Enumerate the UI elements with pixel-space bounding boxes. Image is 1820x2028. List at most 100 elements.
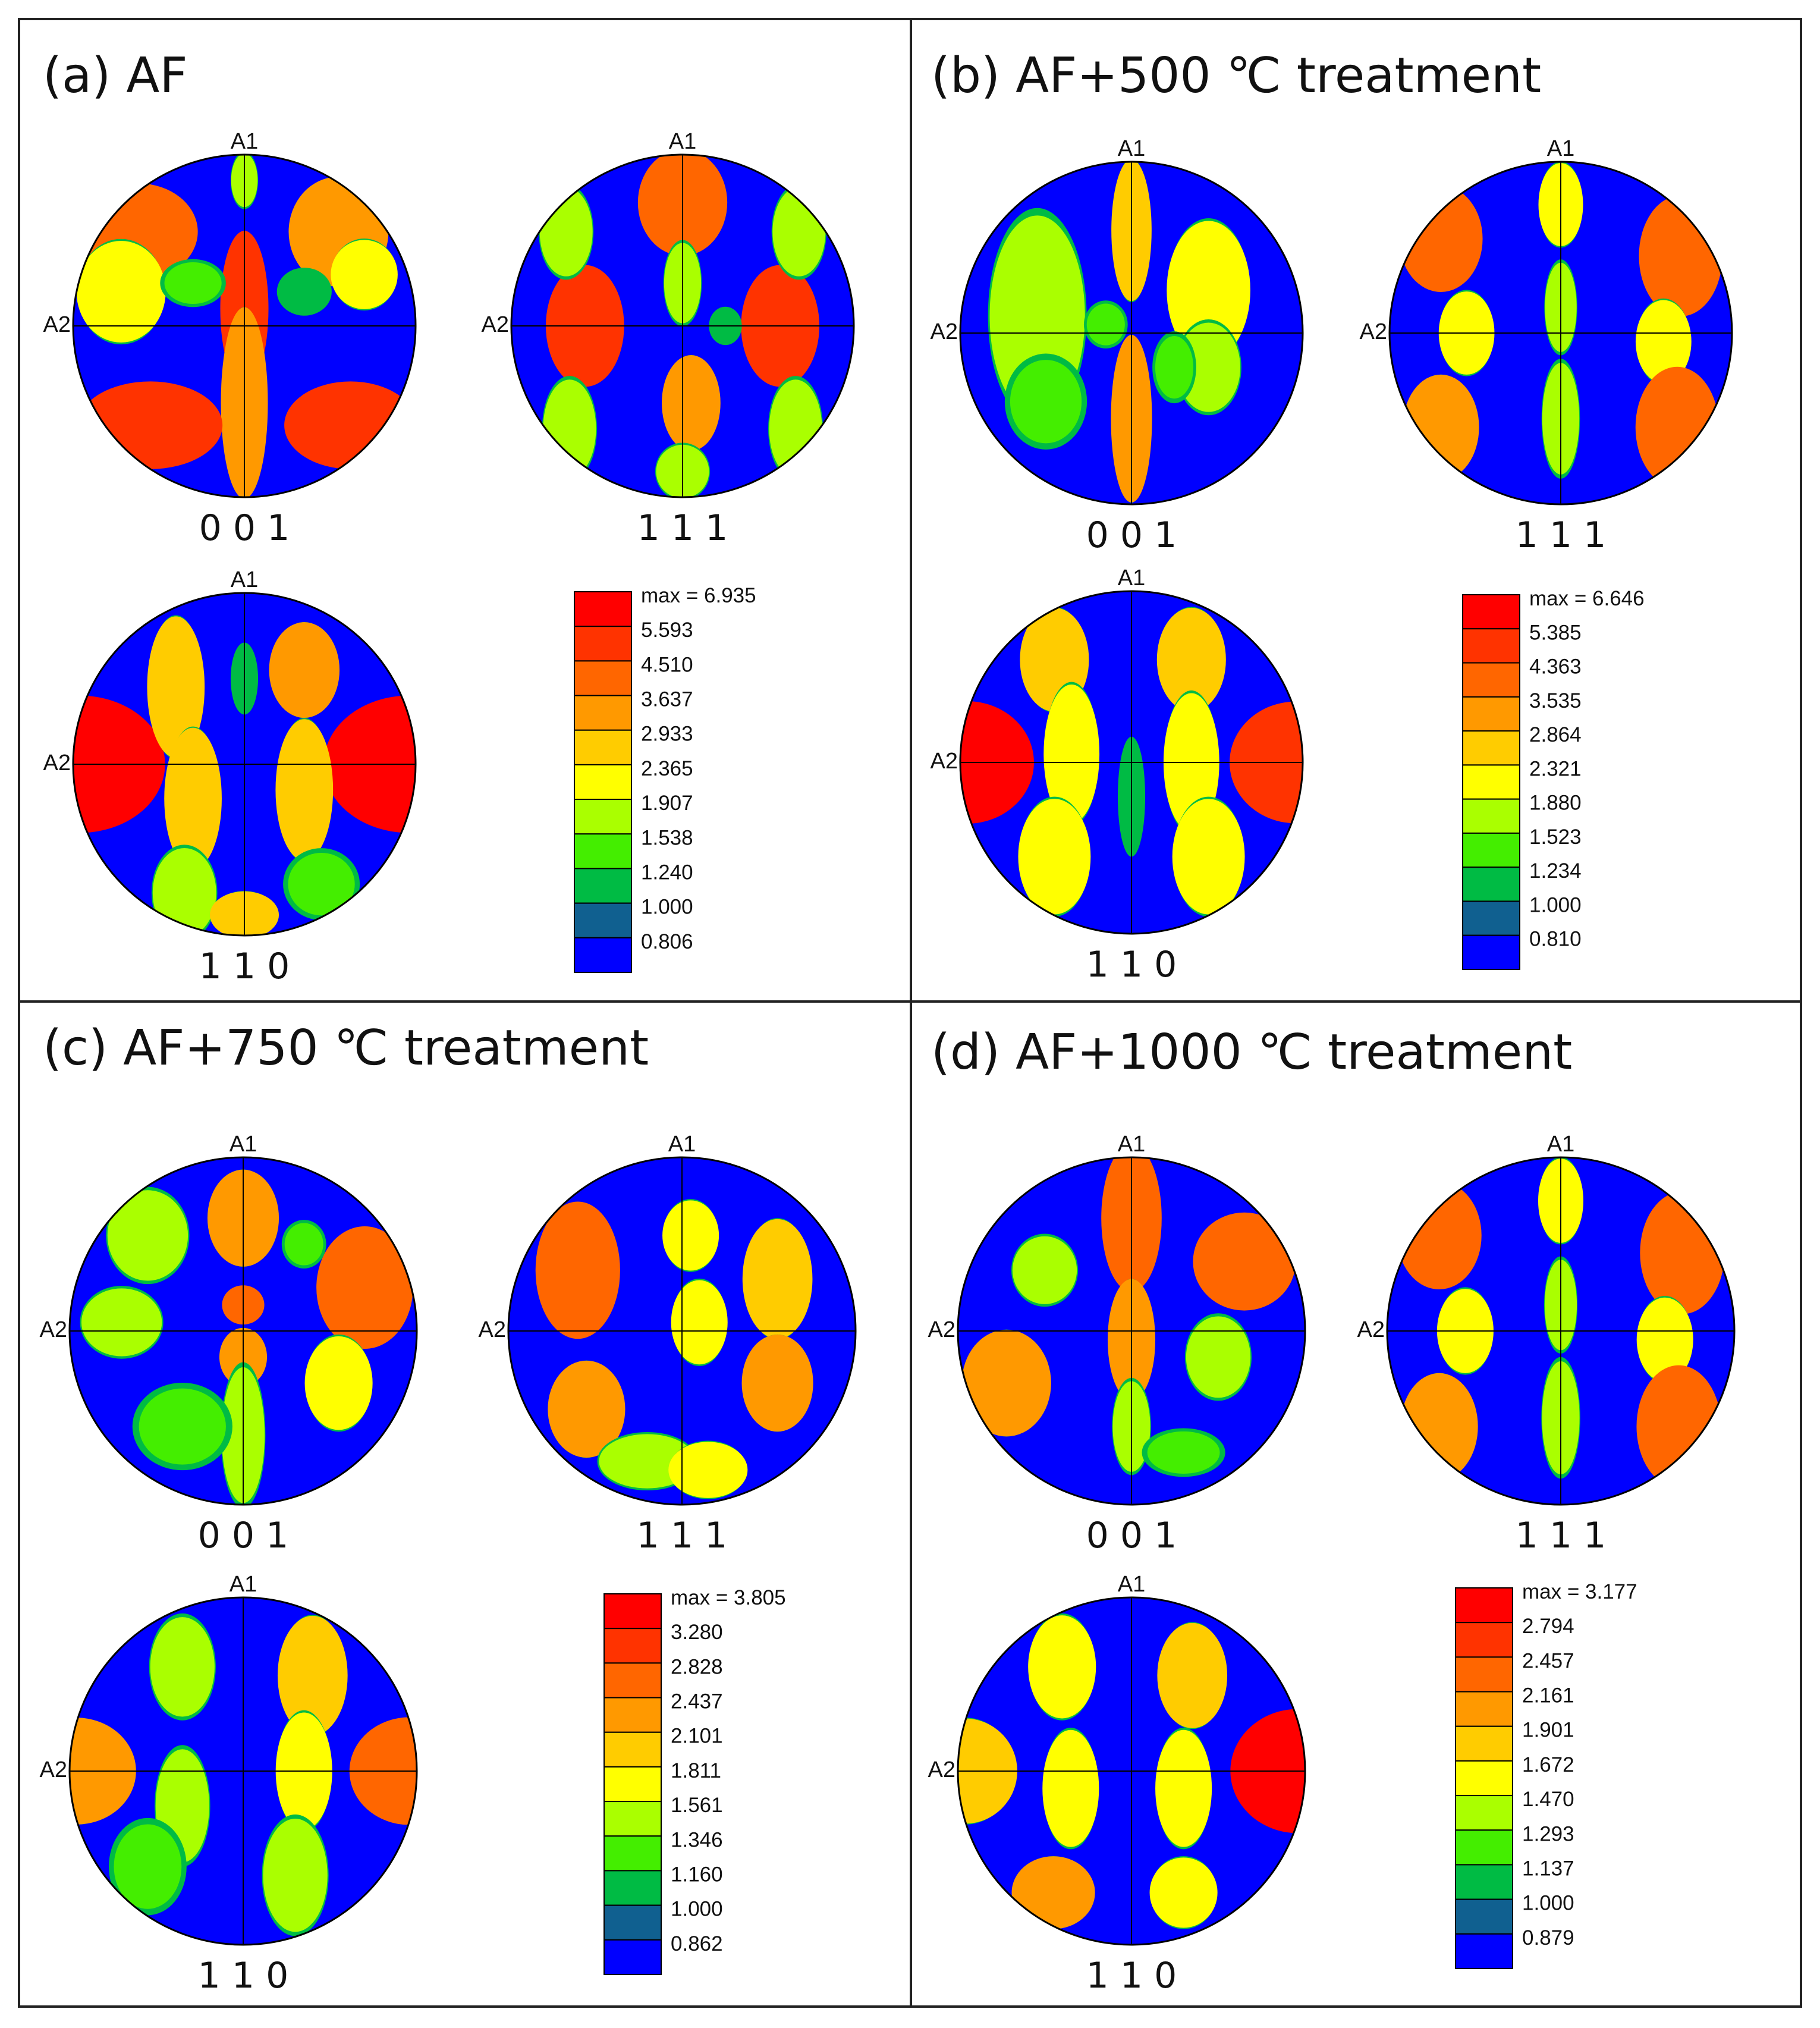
pole-figure-outline — [1388, 161, 1733, 506]
legend-value: 1.000 — [1522, 1892, 1574, 1915]
legend-swatch — [1462, 662, 1520, 698]
color-legend: max = 3.805 3.280 2.828 2.437 2.101 1.811 1.56… — [603, 1586, 786, 1975]
contour-level — [1635, 300, 1692, 384]
contour-level — [284, 1223, 323, 1266]
legend-value: 1.880 — [1529, 792, 1582, 815]
legend-swatch — [603, 1835, 662, 1872]
legend-value: 0.806 — [641, 930, 693, 953]
legend-value: max = 3.805 — [671, 1586, 786, 1609]
color-legend: max = 6.646 5.385 4.363 3.535 2.864 2.321 1.88… — [1462, 587, 1645, 971]
contour-level — [276, 268, 332, 316]
contour-level — [662, 355, 721, 451]
legend-value: 1.240 — [641, 861, 693, 884]
contour-level — [81, 1288, 162, 1357]
pole-figure-110: A1 A2 1 1 0 — [928, 1572, 1306, 1996]
panel-c: (c) AF+750 ℃ treatment A1 A2 0 0 1 A1 A2 1 1 1… — [40, 1020, 857, 1996]
pole-figure-label: 1 1 0 — [1086, 944, 1177, 985]
contour-level — [1636, 1297, 1693, 1382]
legend-value: 2.864 — [1529, 723, 1582, 746]
pole-figure-001: A1 A2 0 0 1 — [43, 129, 417, 549]
legend-value: 1.538 — [641, 826, 693, 849]
legend-value: 2.321 — [1529, 757, 1582, 780]
axis-label-a2: A2 — [1357, 1317, 1385, 1342]
pole-figure-111: A1 A2 1 1 1 — [482, 129, 855, 549]
pole-figure-outline — [68, 1156, 418, 1506]
panel-title: (a) AF — [43, 48, 188, 104]
legend-swatch — [1455, 1656, 1513, 1693]
legend-swatch — [603, 1697, 662, 1733]
contour-level — [275, 719, 334, 861]
legend-value: 4.363 — [1529, 655, 1582, 679]
legend-swatch — [603, 1939, 662, 1975]
legend-swatch — [1462, 798, 1520, 834]
axis-label-a2: A2 — [43, 751, 71, 776]
legend-swatch — [574, 902, 632, 938]
legend-value: 1.811 — [671, 1759, 721, 1782]
legend-swatch — [1455, 1760, 1513, 1797]
contour-level — [263, 1819, 328, 1932]
legend-swatch — [1455, 1587, 1513, 1624]
panel-d: (d) AF+1000 ℃ treatment A1 A2 0 0 1 A1 A2 1 1 … — [928, 1024, 1736, 1996]
pole-figure-outline — [957, 1156, 1306, 1506]
legend-swatch — [603, 1628, 662, 1664]
contour-level — [139, 1388, 226, 1465]
color-legend: max = 6.935 5.593 4.510 3.637 2.933 2.365 1.90… — [574, 584, 756, 974]
axis-label-a2: A2 — [43, 312, 71, 337]
contour-level — [1010, 360, 1082, 444]
legend-swatch — [574, 660, 632, 696]
legend-swatch — [1462, 867, 1520, 902]
legend-swatch — [603, 1593, 662, 1630]
contour-level — [288, 853, 355, 916]
intensity-contours — [1387, 1157, 1734, 1505]
legend-value: 1.234 — [1529, 859, 1582, 883]
legend-value: 2.437 — [671, 1690, 723, 1713]
panel-a: (a) AF A1 A2 0 0 1 A1 A2 1 1 1 A1 A2 1 1 0 max = 6… — [43, 48, 855, 987]
legend-value: 1.000 — [1529, 893, 1582, 916]
pole-figure-outline — [68, 1596, 418, 1946]
legend-swatch — [603, 1801, 662, 1837]
legend-swatch — [603, 1766, 662, 1803]
legend-value: 2.101 — [671, 1725, 723, 1748]
pole-figure-label: 1 1 1 — [637, 1515, 728, 1556]
contour-level — [147, 616, 205, 758]
legend-value: 1.561 — [671, 1794, 723, 1817]
contour-level — [76, 240, 166, 343]
contour-level — [1172, 799, 1245, 915]
contour-level — [1149, 1857, 1218, 1928]
legend-swatch — [1455, 1795, 1513, 1831]
legend-swatch — [1455, 1622, 1513, 1658]
legend-value: max = 6.935 — [641, 584, 756, 607]
figure-frame — [18, 18, 1802, 2008]
legend-value: 2.794 — [1522, 1615, 1574, 1638]
contour-level — [741, 1335, 813, 1432]
axis-label-a1: A1 — [669, 129, 696, 154]
legend-value: 0.879 — [1522, 1926, 1574, 1949]
legend-swatch — [1462, 628, 1520, 664]
pole-figure-label: 1 1 1 — [637, 507, 728, 549]
legend-swatch — [574, 695, 632, 731]
contour-level — [164, 727, 222, 869]
legend-swatch — [603, 1904, 662, 1941]
axis-label-a1: A1 — [1547, 136, 1574, 161]
contour-level — [1042, 1729, 1099, 1847]
legend-swatch — [1462, 594, 1520, 630]
contour-level — [1177, 322, 1241, 412]
axis-label-a1: A1 — [668, 1132, 696, 1157]
legend-value: 5.593 — [641, 619, 693, 642]
contour-level — [1028, 1615, 1096, 1719]
pole-figure-label: 1 1 0 — [198, 1955, 289, 1996]
axis-label-a2: A2 — [40, 1317, 67, 1342]
legend-value: 1.907 — [641, 792, 693, 815]
contour-level — [548, 1360, 625, 1458]
axis-label-a2: A2 — [1360, 319, 1387, 344]
legend-swatch — [574, 833, 632, 869]
contour-level — [1012, 1236, 1077, 1304]
contour-level — [1086, 303, 1125, 346]
legend-value: 2.828 — [671, 1655, 723, 1678]
contour-level — [742, 1219, 813, 1339]
panel-title: (d) AF+1000 ℃ treatment — [931, 1024, 1572, 1081]
legend-swatch — [603, 1662, 662, 1699]
legend-value: 3.280 — [671, 1621, 723, 1644]
pole-figure-110: A1 A2 1 1 0 — [43, 567, 417, 987]
